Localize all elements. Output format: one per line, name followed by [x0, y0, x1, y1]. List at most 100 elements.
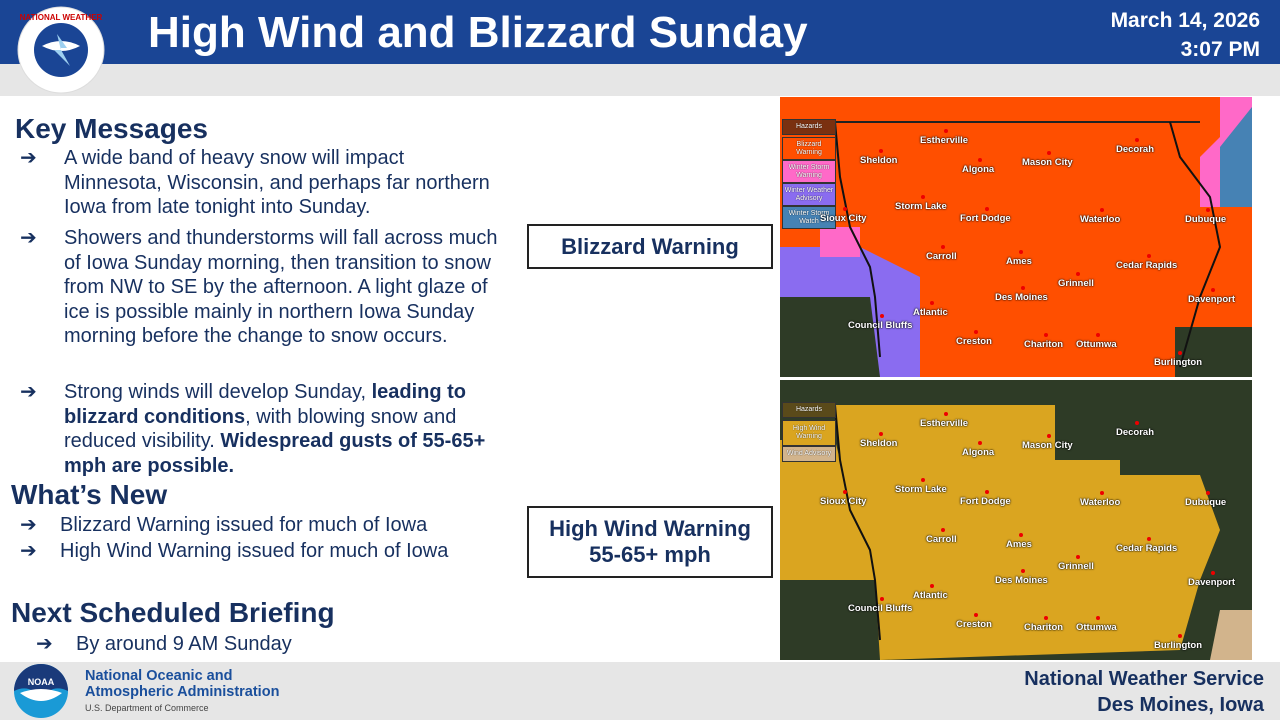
city-label: Estherville — [920, 129, 969, 146]
city-label: Carroll — [926, 245, 957, 262]
city-label: Dubuque — [1185, 208, 1227, 225]
noaa-line: Atmospheric Administration — [85, 684, 280, 700]
city-label: Sheldon — [860, 149, 898, 166]
key-message-3: ➔ Strong winds will develop Sunday, leadi… — [20, 380, 510, 478]
high-wind-map: Hazards High Wind Warning Wind Advisory … — [780, 380, 1252, 660]
time-text: 3:07 PM — [1180, 38, 1260, 61]
text: Strong winds will develop Sunday, — [64, 381, 372, 403]
blizzard-map: Hazards Blizzard Warning Winter Storm Wa… — [780, 97, 1252, 377]
city-label: Creston — [956, 330, 992, 347]
label-text: 55-65+ mph — [589, 542, 711, 567]
wind-advisory-area — [1210, 610, 1252, 660]
noaa-dept: U.S. Department of Commerce — [85, 703, 209, 713]
key-message-text: A wide band of heavy snow will impact Mi… — [64, 147, 490, 218]
bold-text: leading to blizzard conditions — [64, 381, 467, 428]
arrow-icon: ➔ — [20, 147, 37, 169]
page-title: High Wind and Blizzard Sunday — [148, 8, 808, 57]
date-text: March 14, 2026 — [1110, 9, 1260, 32]
city-label: Carroll — [926, 528, 957, 545]
city-label: Council Bluffs — [848, 597, 913, 614]
city-label: Davenport — [1188, 288, 1235, 305]
city-label: Fort Dodge — [960, 490, 1011, 507]
arrow-icon: ➔ — [20, 540, 37, 562]
key-message-text: Showers and thunderstorms will fall acro… — [64, 227, 498, 347]
city-label: Des Moines — [995, 569, 1048, 586]
noaa-name: National Oceanic and Atmospheric Administ… — [85, 668, 279, 700]
noaa-logo: NOAA — [14, 664, 68, 718]
city-label: Waterloo — [1080, 208, 1121, 225]
timestamp: March 14, 2026 3:07 PM — [1111, 6, 1260, 64]
city-label: Grinnell — [1058, 272, 1094, 289]
text: , with blowing snow and reduced visibili… — [64, 405, 457, 453]
high-wind-warning-label: High Wind Warning 55-65+ mph — [527, 506, 773, 578]
whats-new-item: ➔ High Wind Warning issued for much of Io… — [20, 539, 510, 564]
city-label: Cedar Rapids — [1116, 537, 1178, 554]
office-name: National Weather Service Des Moines, Iowa — [1024, 666, 1264, 718]
legend-item: Hazards — [782, 402, 836, 418]
next-briefing-item: ➔ By around 9 AM Sunday — [36, 632, 436, 657]
arrow-icon: ➔ — [20, 514, 37, 536]
noaa-logo-text: NOAA — [28, 677, 55, 687]
city-label: Fort Dodge — [960, 207, 1011, 224]
city-label: Mason City — [1022, 434, 1073, 451]
city-label: Dubuque — [1185, 491, 1227, 508]
city-label: Sheldon — [860, 432, 898, 449]
arrow-icon: ➔ — [36, 633, 53, 655]
legend-item: Winter Storm Warning — [782, 160, 836, 183]
next-briefing-heading: Next Scheduled Briefing — [11, 597, 335, 628]
city-label: Chariton — [1024, 333, 1064, 350]
legend-item: High Wind Warning — [782, 420, 836, 446]
city-label: Davenport — [1188, 571, 1235, 588]
city-label: Grinnell — [1058, 555, 1094, 572]
city-label: Ames — [1006, 250, 1032, 267]
city-label: Sioux City — [820, 207, 867, 224]
city-label: Creston — [956, 613, 992, 630]
legend-item: Winter Storm Watch — [782, 206, 836, 229]
city-label: Algona — [962, 441, 995, 458]
key-message-2: ➔ Showers and thunderstorms will fall acr… — [20, 226, 500, 349]
header-subbar — [0, 64, 1280, 96]
city-label: Des Moines — [995, 286, 1048, 303]
city-label: Cedar Rapids — [1116, 254, 1178, 271]
city-label: Estherville — [920, 412, 969, 429]
map-shapes — [780, 380, 1252, 660]
whats-new-text: High Wind Warning issued for much of Iow… — [60, 540, 449, 562]
city-label: Chariton — [1024, 616, 1064, 633]
nws-logo: NATIONAL WEATHER — [17, 6, 105, 94]
whats-new-heading: What’s New — [11, 479, 168, 510]
office-line: Des Moines, Iowa — [1097, 694, 1264, 716]
city-label: Atlantic — [913, 301, 948, 318]
label-text: Blizzard Warning — [561, 233, 739, 259]
whats-new-item: ➔ Blizzard Warning issued for much of Iow… — [20, 513, 510, 538]
arrow-icon: ➔ — [20, 227, 37, 249]
city-label: Ames — [1006, 533, 1032, 550]
map-shapes — [780, 97, 1252, 377]
legend-item: Winter Weather Advisory — [782, 183, 836, 206]
city-label: Mason City — [1022, 151, 1073, 168]
noaa-line: National Oceanic and — [85, 668, 233, 684]
high-wind-warning-area — [835, 405, 1220, 660]
header-bar — [0, 0, 1280, 64]
no-hazard-area — [780, 297, 880, 377]
next-briefing-text: By around 9 AM Sunday — [76, 633, 292, 655]
city-label: Decorah — [1116, 421, 1155, 438]
blizzard-warning-label: Blizzard Warning — [527, 224, 773, 269]
city-label: Sioux City — [820, 490, 867, 507]
winter-storm-watch-area — [1220, 107, 1252, 207]
city-label: Waterloo — [1080, 491, 1121, 508]
legend-item: Blizzard Warning — [782, 137, 836, 160]
city-label: Ottumwa — [1076, 616, 1117, 633]
city-label: Burlington — [1154, 351, 1203, 368]
bold-text: Widespread gusts of 55-65+ mph are possi… — [64, 430, 486, 477]
city-label: Ottumwa — [1076, 333, 1117, 350]
office-line: National Weather Service — [1024, 668, 1264, 690]
whats-new-text: Blizzard Warning issued for much of Iowa — [60, 514, 428, 536]
city-label: Council Bluffs — [848, 314, 913, 331]
arrow-icon: ➔ — [20, 381, 37, 403]
legend-item: Wind Advisory — [782, 446, 836, 462]
city-label: Decorah — [1116, 138, 1155, 155]
label-text: High Wind Warning — [549, 516, 751, 541]
key-message-1: ➔ A wide band of heavy snow will impact M… — [20, 146, 500, 220]
city-label: Burlington — [1154, 634, 1203, 651]
city-label: Storm Lake — [895, 195, 947, 212]
